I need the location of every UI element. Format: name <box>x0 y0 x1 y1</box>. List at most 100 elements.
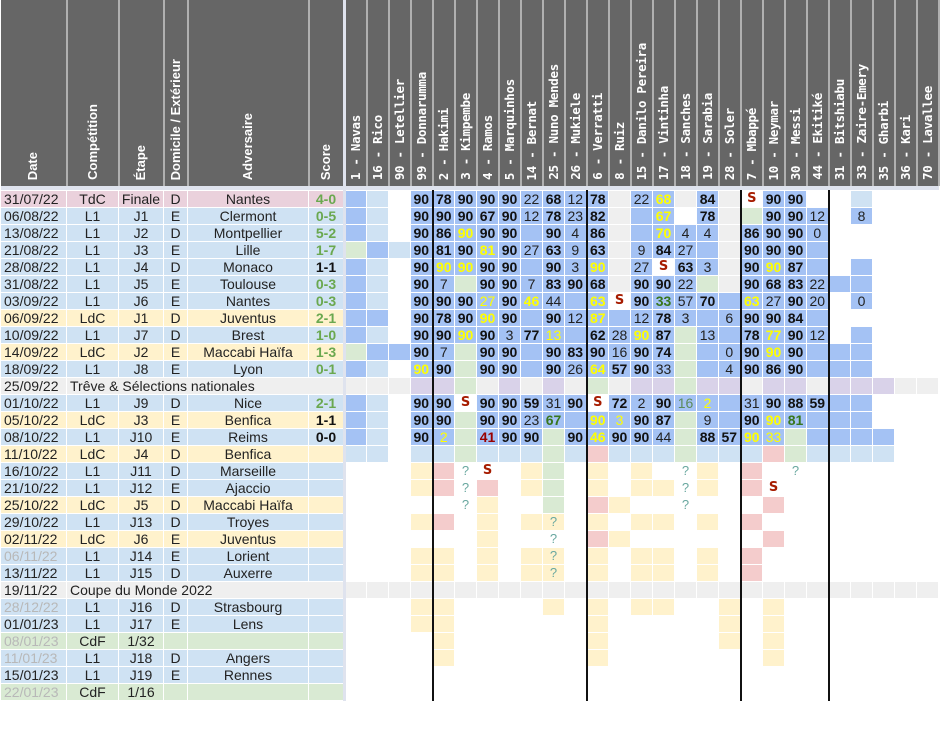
minutes-cell[interactable] <box>520 258 543 276</box>
minutes-cell[interactable] <box>718 649 741 667</box>
minutes-cell[interactable] <box>366 377 389 395</box>
column-header-venue[interactable]: Domicile / Extérieur <box>163 0 189 186</box>
score-cell[interactable] <box>308 666 345 684</box>
stage-cell[interactable]: 1/32 <box>118 632 164 650</box>
minutes-cell[interactable] <box>762 445 785 463</box>
minutes-cell[interactable] <box>894 258 917 276</box>
score-cell[interactable] <box>308 615 345 633</box>
player-column-header[interactable]: 8 - Ruiz <box>608 0 632 186</box>
competition-cell[interactable]: L1 <box>66 258 119 276</box>
minutes-cell[interactable]: 90 <box>454 190 477 208</box>
minutes-cell[interactable] <box>784 649 807 667</box>
minutes-cell[interactable] <box>520 615 543 633</box>
opponent-cell[interactable]: Troyes <box>187 513 309 531</box>
minutes-cell[interactable] <box>696 649 719 667</box>
minutes-cell[interactable]: 78 <box>696 207 719 225</box>
minutes-cell[interactable] <box>739 479 763 497</box>
minutes-cell[interactable] <box>850 649 873 667</box>
score-cell[interactable] <box>308 683 345 701</box>
minutes-cell[interactable] <box>872 394 895 412</box>
minutes-cell[interactable] <box>343 241 367 259</box>
minutes-cell[interactable] <box>431 547 455 565</box>
minutes-cell[interactable]: 90 <box>630 343 653 361</box>
minutes-cell[interactable]: 90 <box>498 428 521 446</box>
minutes-cell[interactable] <box>894 428 917 446</box>
minutes-cell[interactable] <box>454 598 477 616</box>
minutes-cell[interactable]: 88 <box>696 428 719 446</box>
minutes-cell[interactable] <box>916 190 939 208</box>
minutes-cell[interactable] <box>542 445 565 463</box>
minutes-cell[interactable]: 59 <box>520 394 543 412</box>
minutes-cell[interactable] <box>498 666 521 684</box>
minutes-cell[interactable] <box>850 547 873 565</box>
minutes-cell[interactable] <box>366 547 389 565</box>
minutes-cell[interactable] <box>542 666 565 684</box>
minutes-cell[interactable]: 3 <box>564 258 587 276</box>
player-column-header[interactable]: 5 - Marquinhos <box>498 0 522 186</box>
stage-cell[interactable]: J1 <box>118 207 164 225</box>
minutes-cell[interactable] <box>872 445 895 463</box>
stage-cell[interactable]: J9 <box>118 394 164 412</box>
minutes-cell[interactable] <box>630 377 653 395</box>
minutes-cell[interactable] <box>916 224 939 242</box>
minutes-cell[interactable] <box>696 615 719 633</box>
score-cell[interactable] <box>308 496 345 514</box>
minutes-cell[interactable] <box>894 547 917 565</box>
minutes-cell[interactable]: 44 <box>652 428 675 446</box>
score-cell[interactable] <box>308 479 345 497</box>
minutes-cell[interactable]: 22 <box>806 275 829 293</box>
score-cell[interactable] <box>308 445 345 463</box>
player-column-header[interactable]: 33 - Zaire-Emery <box>850 0 874 186</box>
minutes-cell[interactable] <box>366 632 389 650</box>
minutes-cell[interactable] <box>652 445 675 463</box>
minutes-cell[interactable] <box>739 547 763 565</box>
minutes-cell[interactable]: 63 <box>674 258 697 276</box>
minutes-cell[interactable] <box>343 292 367 310</box>
minutes-cell[interactable] <box>806 598 829 616</box>
minutes-cell[interactable] <box>916 360 939 378</box>
stage-cell[interactable]: J6 <box>118 530 164 548</box>
minutes-cell[interactable] <box>806 547 829 565</box>
minutes-cell[interactable] <box>454 530 477 548</box>
minutes-cell[interactable] <box>872 428 895 446</box>
minutes-cell[interactable] <box>762 513 785 531</box>
minutes-cell[interactable] <box>718 462 741 480</box>
minutes-cell[interactable] <box>410 564 433 582</box>
stage-cell[interactable]: J2 <box>118 224 164 242</box>
minutes-cell[interactable] <box>674 666 697 684</box>
minutes-cell[interactable] <box>674 649 697 667</box>
competition-cell[interactable]: L1 <box>66 462 119 480</box>
suspended-cell[interactable]: S <box>608 292 631 310</box>
minutes-cell[interactable] <box>674 360 697 378</box>
score-cell[interactable]: 1-1 <box>308 411 345 429</box>
minutes-cell[interactable] <box>718 292 741 310</box>
minutes-cell[interactable] <box>608 479 631 497</box>
minutes-cell[interactable]: 90 <box>431 292 455 310</box>
minutes-cell[interactable] <box>630 530 653 548</box>
venue-cell[interactable]: D <box>163 224 188 242</box>
minutes-cell[interactable]: 90 <box>410 224 433 242</box>
minutes-cell[interactable] <box>366 513 389 531</box>
minutes-cell[interactable] <box>850 360 873 378</box>
minutes-cell[interactable] <box>564 411 587 429</box>
minutes-cell[interactable] <box>739 445 763 463</box>
minutes-cell[interactable] <box>784 581 807 599</box>
minutes-cell[interactable] <box>388 360 411 378</box>
stage-cell[interactable]: J1 <box>118 309 164 327</box>
minutes-cell[interactable] <box>608 207 631 225</box>
minutes-cell[interactable]: 83 <box>784 275 807 293</box>
minutes-cell[interactable] <box>739 530 763 548</box>
minutes-cell[interactable] <box>343 513 367 531</box>
minutes-cell[interactable] <box>388 530 411 548</box>
minutes-cell[interactable] <box>431 666 455 684</box>
minutes-cell[interactable] <box>388 258 411 276</box>
minutes-cell[interactable]: 90 <box>739 360 763 378</box>
minutes-cell[interactable] <box>916 649 939 667</box>
minutes-cell[interactable] <box>674 445 697 463</box>
minutes-cell[interactable] <box>872 666 895 684</box>
minutes-cell[interactable] <box>850 666 873 684</box>
date-cell[interactable]: 21/08/22 <box>0 241 67 259</box>
opponent-cell[interactable]: Lyon <box>187 360 309 378</box>
minutes-cell[interactable] <box>850 224 873 242</box>
minutes-cell[interactable]: 83 <box>542 275 565 293</box>
